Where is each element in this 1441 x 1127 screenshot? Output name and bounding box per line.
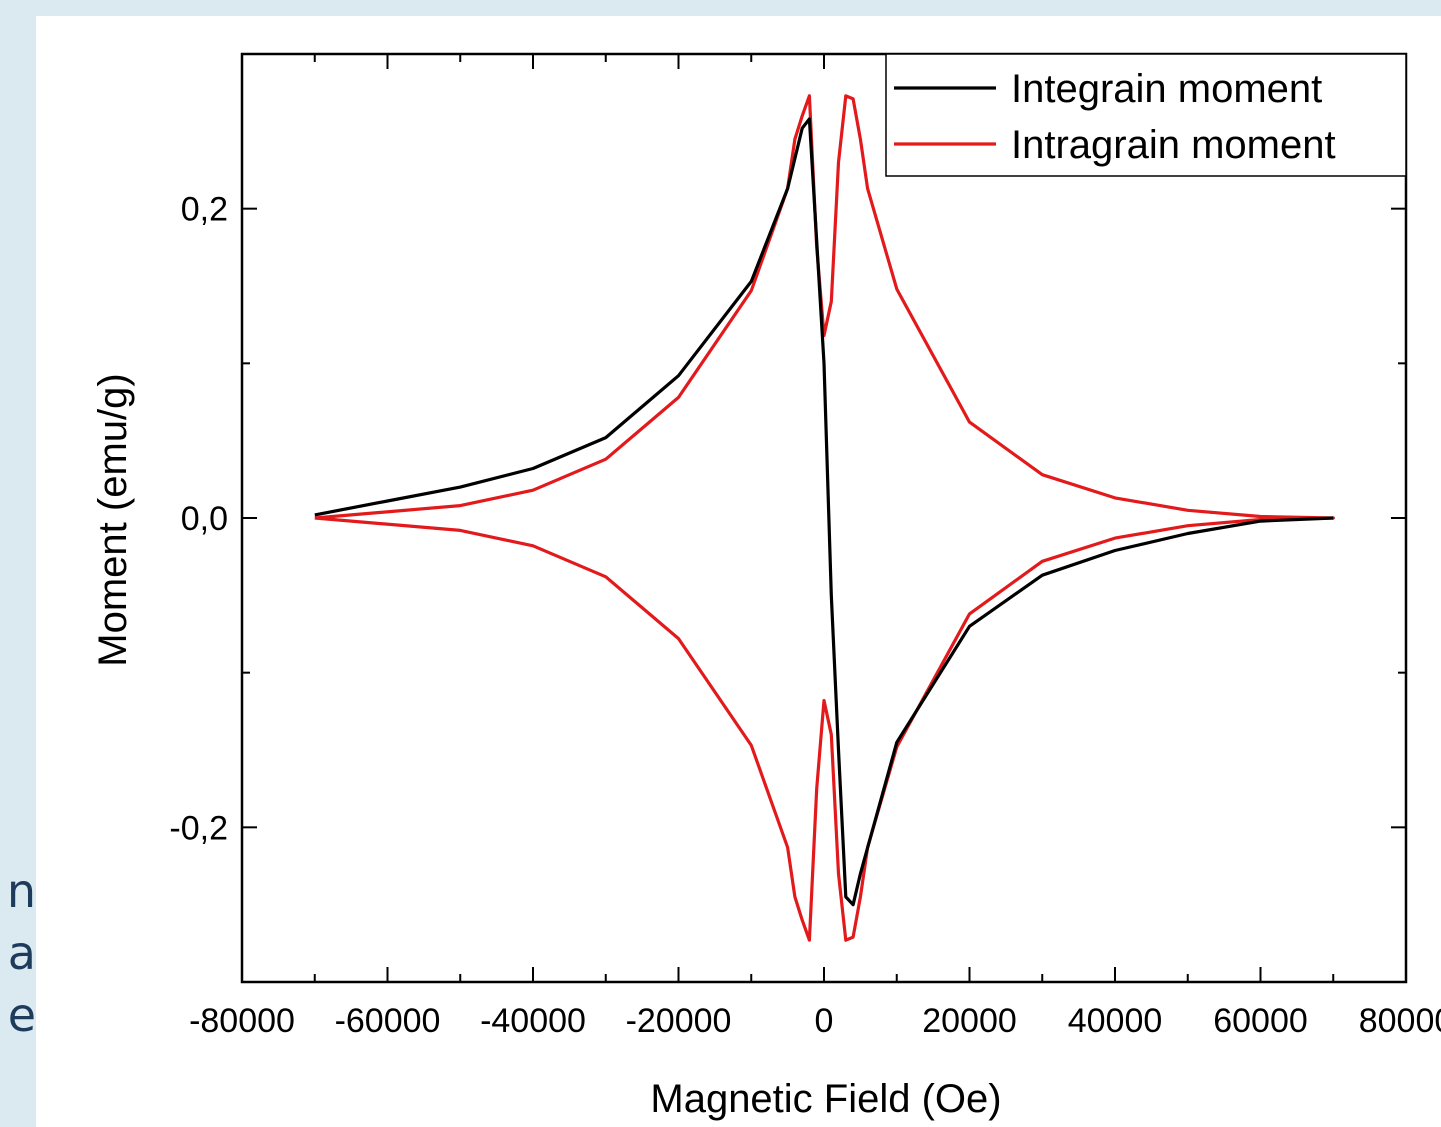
y-tick-label: -0,2: [169, 809, 228, 847]
y-tick-label: 0,2: [181, 191, 228, 229]
x-tick-label: -40000: [480, 1002, 586, 1040]
slide-edge-text-line: a: [7, 926, 36, 980]
intragrain-moment-line: [314, 94, 1335, 942]
y-axis-title: Moment (emu/g): [91, 373, 135, 666]
slide-edge-text-line: e: [7, 988, 36, 1042]
x-tick-label: 60000: [1213, 1002, 1308, 1040]
x-tick-label: 80000: [1359, 1002, 1441, 1040]
slide-edge-text: n a e: [0, 860, 36, 1046]
hysteresis-chart: -80000 -60000 -40000 -20000 0 20000 40000 60000…: [91, 52, 1441, 1121]
x-tick-label: -20000: [626, 1002, 732, 1040]
slide-edge-text-line: n: [6, 864, 36, 918]
x-axis-title: Magnetic Field (Oe): [650, 1077, 1001, 1121]
legend-box: [885, 53, 1407, 177]
x-tick-label: 0: [815, 1002, 834, 1040]
x-tick-label: 40000: [1068, 1002, 1163, 1040]
legend-label: Intragrain moment: [1011, 123, 1336, 167]
chart-figure: -80000 -60000 -40000 -20000 0 20000 40000 60000…: [36, 16, 1441, 1127]
x-tick-label: 20000: [922, 1002, 1017, 1040]
x-tick-label: -60000: [335, 1002, 441, 1040]
plot-frame: [240, 52, 1408, 984]
y-tick-label: 0,0: [181, 500, 228, 538]
x-tick-label: -80000: [189, 1002, 295, 1040]
legend: Integrain moment Intragrain moment: [885, 53, 1407, 177]
slide-background-strip: [0, 0, 36, 1127]
integrain-moment-line: [314, 117, 1334, 907]
legend-label: Integrain moment: [1011, 67, 1322, 111]
